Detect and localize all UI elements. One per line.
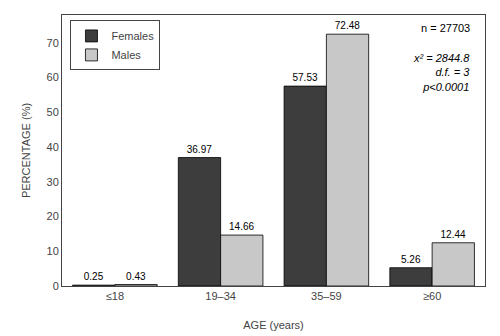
svg-text:36.97: 36.97 [187,144,212,155]
svg-text:14.66: 14.66 [229,221,254,232]
svg-text:60: 60 [47,71,59,83]
svg-text:35–59: 35–59 [311,290,342,302]
svg-text:50: 50 [47,106,59,118]
svg-text:0.25: 0.25 [84,271,104,282]
svg-text:10: 10 [47,245,59,257]
svg-text:20: 20 [47,210,59,222]
svg-text:PERCENTAGE (%): PERCENTAGE (%) [20,103,32,198]
svg-text:12.44: 12.44 [441,229,466,240]
svg-text:Females: Females [111,30,154,42]
svg-text:70: 70 [47,37,59,49]
svg-text:57.53: 57.53 [292,72,317,83]
svg-text:72.48: 72.48 [335,20,360,31]
svg-text:40: 40 [47,141,59,153]
svg-text:0: 0 [53,280,59,292]
svg-text:Males: Males [111,49,141,61]
svg-text:30: 30 [47,176,59,188]
svg-text:5.26: 5.26 [401,254,421,265]
svg-text:AGE (years): AGE (years) [243,319,304,331]
svg-text:≤18: ≤18 [106,290,124,302]
svg-text:19–34: 19–34 [205,290,236,302]
svg-text:x² = 2844.8d.f. = 3p<0.0001: x² = 2844.8d.f. = 3p<0.0001 [413,52,470,93]
svg-text:0.43: 0.43 [126,271,146,282]
svg-text:n = 27703: n = 27703 [421,22,470,34]
svg-text:≥60: ≥60 [423,290,441,302]
